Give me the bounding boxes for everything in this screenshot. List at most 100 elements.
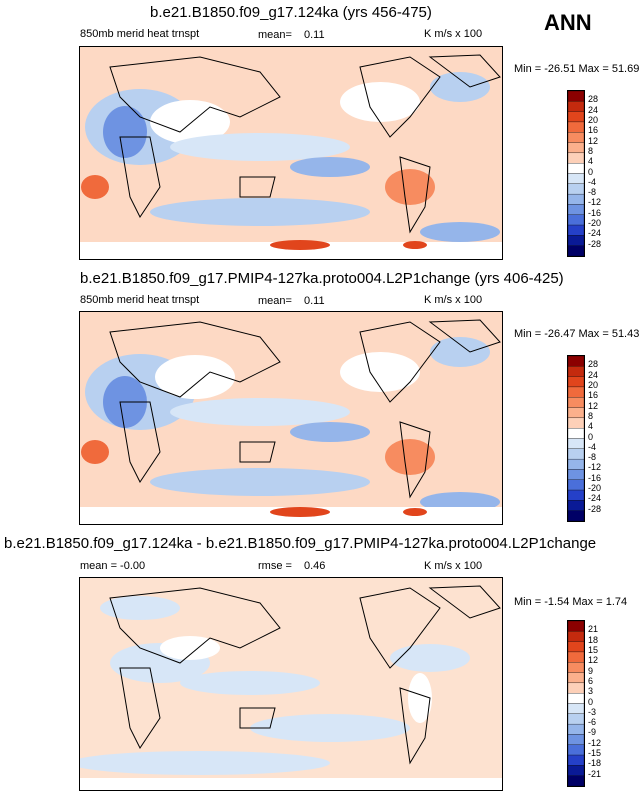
- colorbar-swatch: [567, 510, 585, 522]
- colorbar-swatch: [567, 417, 585, 429]
- colorbar-tick-label: 0: [588, 431, 594, 442]
- colorbar-swatch: [567, 479, 585, 491]
- field-negative-anomaly: [290, 422, 370, 442]
- colorbar-swatch: [567, 500, 585, 511]
- field-negative-anomaly: [430, 72, 490, 102]
- colorbar-tick-label: 21: [588, 624, 599, 635]
- colorbar-swatch: [567, 672, 585, 684]
- colorbar-swatch: [567, 407, 585, 419]
- field-negative-anomaly: [420, 222, 500, 242]
- colorbar-swatch: [567, 163, 585, 174]
- colorbar-swatch: [567, 713, 585, 725]
- panel3-mean: mean = -0.00: [80, 560, 146, 572]
- field-negative-anomaly: [100, 596, 180, 620]
- panel1-colorbar: [567, 90, 585, 257]
- colorbar-swatch: [567, 193, 585, 205]
- panel1-title: b.e21.B1850.f09_g17.124ka (yrs 456-475): [150, 4, 432, 21]
- colorbar-swatch: [567, 173, 585, 184]
- colorbar-tick-label: 9: [588, 665, 594, 676]
- field-negative-anomaly: [80, 751, 330, 775]
- colorbar-tick-label: -28: [588, 238, 602, 249]
- field-negative-anomaly: [103, 106, 147, 158]
- field-positive-anomaly: [81, 440, 109, 464]
- panel3-colorbar: [567, 620, 585, 787]
- colorbar-swatch: [567, 121, 585, 133]
- panel3-title: b.e21.B1850.f09_g17.124ka - b.e21.B1850.…: [4, 535, 597, 552]
- panel1-units: K m/s x 100: [424, 28, 483, 40]
- colorbar-swatch: [567, 693, 585, 704]
- panel1-map: [79, 46, 503, 260]
- colorbar-tick-label: -21: [588, 768, 602, 779]
- field-positive-anomaly: [270, 240, 330, 250]
- colorbar-tick-label: 28: [588, 359, 599, 370]
- field-negative-anomaly: [150, 468, 370, 496]
- field-negative-anomaly: [170, 133, 350, 161]
- colorbar-tick-label: -12: [588, 462, 602, 473]
- field-neutral-region: [408, 673, 432, 723]
- panel1-mean-value: 0.11: [304, 29, 325, 41]
- panel2-title: b.e21.B1850.f09_g17.PMIP4-127ka.proto004…: [80, 270, 564, 287]
- panel3-colorbar-svg: [567, 620, 585, 787]
- panel1-colorbar-svg: [567, 90, 585, 257]
- colorbar-swatch: [567, 90, 585, 102]
- colorbar-swatch: [567, 152, 585, 164]
- colorbar-tick-label: 12: [588, 135, 599, 146]
- colorbar-tick-label: -6: [588, 717, 597, 728]
- field-neutral-region: [340, 352, 420, 392]
- field-negative-anomaly: [430, 337, 490, 367]
- field-positive-anomaly: [403, 241, 427, 249]
- colorbar-tick-label: 8: [588, 410, 594, 421]
- colorbar-tick-label: 12: [588, 655, 599, 666]
- colorbar-tick-label: 0: [588, 166, 594, 177]
- field-positive-anomaly: [385, 169, 435, 205]
- coastlines: [109, 585, 501, 765]
- colorbar-swatch: [567, 438, 585, 449]
- colorbar-tick-label: -16: [588, 207, 602, 218]
- colorbar-swatch: [567, 224, 585, 236]
- colorbar-swatch: [567, 235, 585, 246]
- panel1-mean-label: mean=: [258, 29, 292, 41]
- colorbar-tick-label: -3: [588, 706, 597, 717]
- colorbar-swatch: [567, 245, 585, 257]
- colorbar-tick-label: 15: [588, 644, 599, 655]
- colorbar-tick-label: 16: [588, 390, 599, 401]
- colorbar-tick-label: -28: [588, 503, 602, 514]
- colorbar-swatch: [567, 703, 585, 714]
- panel3-rmse-value: 0.46: [304, 560, 326, 572]
- colorbar-swatch: [567, 397, 585, 408]
- field-neutral-region: [340, 82, 420, 122]
- antarctica: [80, 242, 502, 259]
- colorbar-tick-label: -12: [588, 197, 602, 208]
- colorbar-tick-label: -9: [588, 727, 597, 738]
- colorbar-tick-label: 24: [588, 104, 599, 115]
- panel2-units: K m/s x 100: [424, 294, 483, 306]
- colorbar-tick-label: 20: [588, 379, 599, 390]
- field-neutral-region: [155, 355, 235, 399]
- field-positive-anomaly: [81, 175, 109, 199]
- panel3-rmse-label: rmse =: [258, 560, 292, 572]
- panel2-mean-label: mean=: [258, 295, 292, 307]
- colorbar-swatch: [567, 355, 585, 367]
- colorbar-tick-label: 4: [588, 421, 594, 432]
- panel2-field-label: 850mb merid heat trnspt: [80, 294, 200, 306]
- panel3-map: [79, 577, 503, 791]
- panel2-mean-value: 0.11: [304, 295, 325, 307]
- antarctica: [80, 778, 502, 790]
- colorbar-swatch: [567, 469, 585, 480]
- panel3-field-svg: [80, 578, 502, 790]
- colorbar-swatch: [567, 775, 585, 787]
- panel2-field-svg: [80, 312, 502, 524]
- colorbar-swatch: [567, 183, 585, 195]
- panel1-minmax: Min = -26.51 Max = 51.69: [514, 63, 640, 75]
- colorbar-swatch: [567, 723, 585, 735]
- colorbar-swatch: [567, 132, 585, 143]
- colorbar-swatch: [567, 489, 585, 501]
- coastlines: [109, 319, 501, 499]
- colorbar-tick-label: 3: [588, 686, 594, 697]
- panel2-colorbar: [567, 355, 585, 522]
- season-label: ANN: [544, 10, 592, 35]
- coastlines: [109, 54, 501, 234]
- panel2-colorbar-svg: [567, 355, 585, 522]
- colorbar-swatch: [567, 448, 585, 460]
- colorbar-tick-label: -24: [588, 493, 602, 504]
